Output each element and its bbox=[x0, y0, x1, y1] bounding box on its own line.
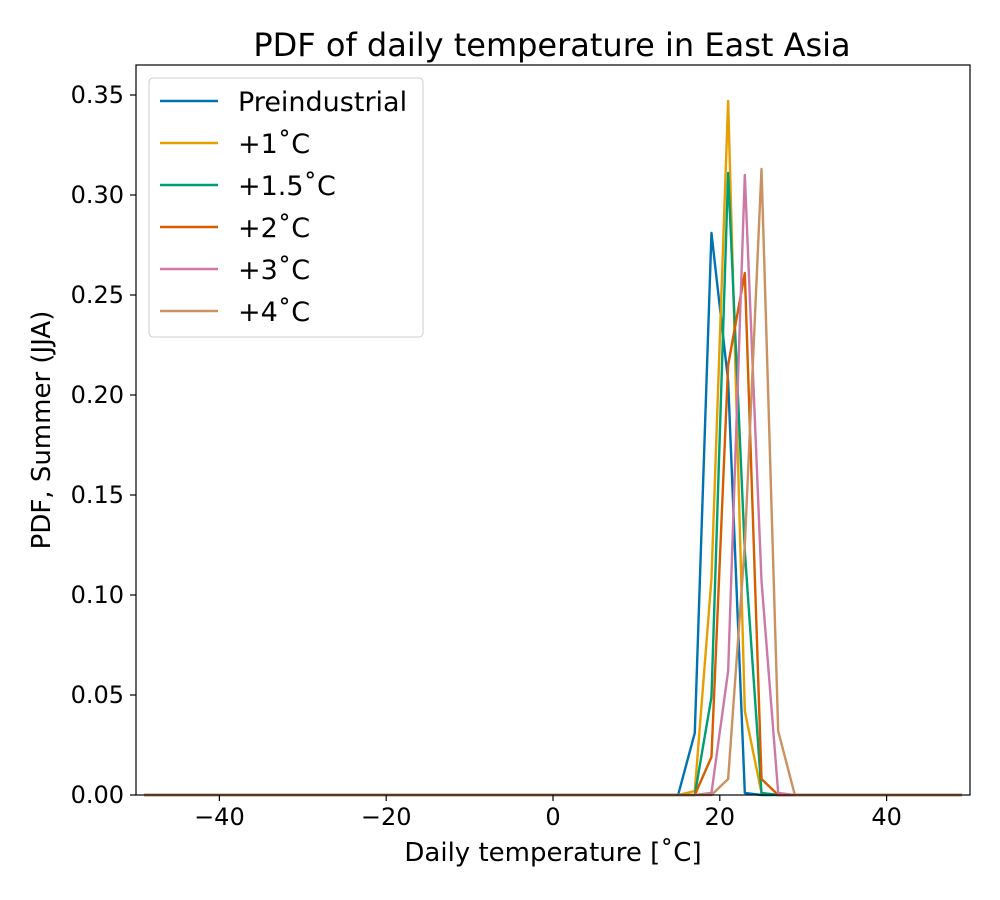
legend-label-4: +3˚C bbox=[238, 255, 310, 286]
y-tick-label: 0.25 bbox=[71, 281, 124, 309]
y-tick-label: 0.30 bbox=[71, 181, 124, 209]
y-tick-label: 0.10 bbox=[71, 581, 124, 609]
x-tick-label: 0 bbox=[545, 803, 560, 831]
chart-title: PDF of daily temperature in East Asia bbox=[253, 26, 850, 64]
y-axis-label: PDF, Summer (JJA) bbox=[27, 311, 57, 550]
y-tick-label: 0.05 bbox=[71, 681, 124, 709]
y-tick-label: 0.15 bbox=[71, 481, 124, 509]
legend-label-1: +1˚C bbox=[238, 129, 310, 160]
x-tick-label: −40 bbox=[194, 803, 245, 831]
legend-label-0: Preindustrial bbox=[238, 87, 407, 118]
legend: Preindustrial +1˚C +1.5˚C +2˚C +3˚C +4˚C bbox=[148, 77, 424, 338]
x-tick-label: 20 bbox=[705, 803, 736, 831]
y-tick-label: 0.00 bbox=[71, 781, 124, 809]
y-axis: 0.00 0.05 0.10 0.15 0.20 0.25 0.30 0.35 bbox=[71, 81, 136, 809]
y-tick-label: 0.35 bbox=[71, 81, 124, 109]
y-tick-label: 0.20 bbox=[71, 381, 124, 409]
legend-label-2: +1.5˚C bbox=[238, 171, 336, 202]
series-line-5 bbox=[144, 167, 962, 797]
x-tick-label: −20 bbox=[361, 803, 412, 831]
x-axis-label: Daily temperature [˚C] bbox=[404, 838, 701, 868]
x-tick-label: 40 bbox=[871, 803, 902, 831]
legend-label-3: +2˚C bbox=[238, 213, 310, 244]
x-axis: −40 −20 0 20 40 bbox=[194, 795, 902, 831]
series-line-3 bbox=[144, 271, 962, 797]
legend-label-5: +4˚C bbox=[238, 297, 310, 328]
